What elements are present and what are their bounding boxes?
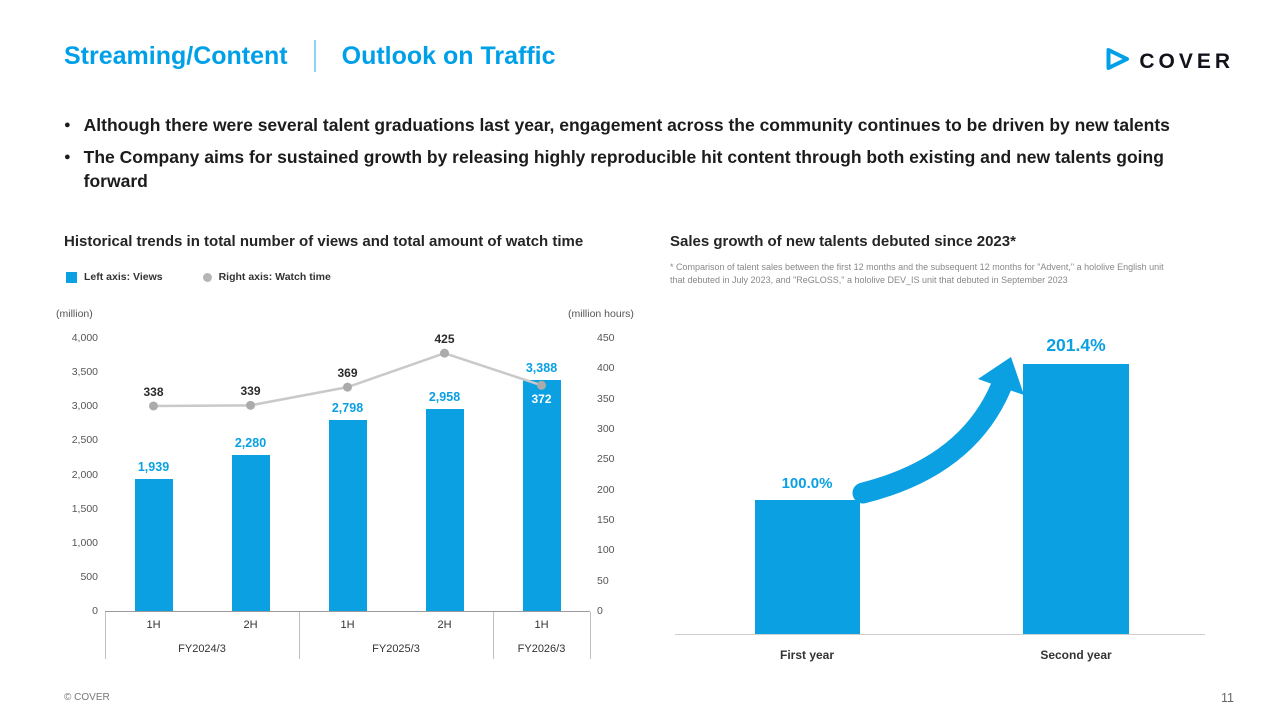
left-axis-tick: 1,500 [71, 502, 98, 515]
page-number: 11 [1221, 691, 1234, 705]
x-axis-separator [590, 612, 591, 659]
right-axis-tick: 200 [597, 483, 615, 496]
left-axis-tick: 3,500 [71, 366, 98, 379]
sales-bar [754, 500, 860, 634]
right-axis-tick: 400 [597, 362, 615, 375]
views-bar [134, 478, 173, 611]
views-chart-title: Historical trends in total number of vie… [64, 233, 584, 250]
right-axis-tick: 0 [597, 605, 603, 617]
cover-logo: COVER [1104, 46, 1234, 77]
left-axis-tick: 2,000 [71, 468, 98, 481]
views-chart-right-axis: 0 50 100 150 200 250 300 350 400 450 [597, 332, 639, 617]
left-axis-tick: 500 [80, 570, 98, 583]
left-axis-tick: 0 [92, 605, 98, 617]
sales-chart-footnote: * Comparison of talent sales between the… [670, 262, 1164, 285]
x-axis-category: 2H [243, 619, 258, 631]
views-bar [328, 420, 367, 611]
views-bar [522, 379, 561, 611]
left-axis-tick: 2,500 [71, 434, 98, 447]
sales-category-label: Second year [1040, 648, 1112, 662]
views-chart-x-axis: 1H 2H 1H 2H 1H FY2024/3 FY2025/3 FY2026/3 [105, 611, 591, 661]
right-axis-tick: 300 [597, 423, 615, 435]
bullet-item: ● The Company aims for sustained growth … [64, 146, 1220, 193]
x-axis-fiscal-year-row: FY2024/3 FY2025/3 FY2026/3 [105, 638, 590, 660]
watchtime-label: 372 [531, 392, 552, 407]
sales-chart-title: Sales growth of new talents debuted sinc… [670, 233, 1016, 250]
bullet-list: ● Although there were several talent gra… [64, 114, 1220, 202]
play-triangle-icon [1104, 46, 1130, 77]
views-chart-plot: 1,939 2,280 2,798 2,958 3,388 338 339 369 425 372 [105, 332, 590, 611]
views-chart-legend: Left axis: Views Right axis: Watch time [66, 271, 331, 283]
bullet-text: The Company aims for sustained growth by… [83, 147, 1164, 191]
views-bar-label: 2,798 [331, 401, 364, 416]
right-axis-tick: 450 [597, 332, 615, 344]
bullet-item: ● Although there were several talent gra… [64, 114, 1220, 137]
x-axis-separator [299, 612, 300, 659]
watchtime-marker-icon [202, 272, 212, 282]
page-title: Streaming/Content Outlook on Traffic [64, 40, 556, 72]
views-chart-left-axis: 0 500 1,000 1,500 2,000 2,500 3,000 3,500 4,000 [42, 332, 98, 617]
sales-bar-label: 201.4% [1046, 335, 1106, 356]
sales-bar [1023, 364, 1129, 634]
right-axis-tick: 350 [597, 392, 615, 405]
logo-text: COVER [1139, 49, 1234, 73]
views-bar-label: 1,939 [137, 459, 170, 474]
copyright-text: © COVER [64, 692, 110, 703]
legend-watchtime: Right axis: Watch time [202, 271, 331, 283]
title-divider [313, 40, 316, 72]
right-axis-tick: 100 [597, 544, 615, 557]
right-axis-tick: 250 [597, 453, 615, 466]
views-bar-label: 2,958 [428, 390, 461, 405]
x-axis-category-row: 1H 2H 1H 2H 1H [105, 612, 590, 638]
bullet-dot-icon: ● [64, 151, 71, 164]
x-axis-separator [105, 612, 106, 659]
views-swatch-icon [66, 271, 77, 283]
sales-chart-plot: 100.0% 201.4% [675, 335, 1205, 635]
x-axis-separator [493, 612, 494, 659]
x-axis-category: 1H [534, 619, 549, 631]
right-axis-tick: 50 [597, 574, 609, 587]
left-axis-unit: (million) [56, 308, 93, 320]
watchtime-label: 338 [143, 384, 164, 399]
legend-views-label: Left axis: Views [84, 271, 163, 283]
x-axis-category: 1H [146, 619, 161, 631]
left-axis-tick: 4,000 [71, 332, 98, 344]
bullet-dot-icon: ● [64, 119, 71, 131]
x-axis-fiscal-year: FY2025/3 [372, 643, 420, 655]
x-axis-fiscal-year: FY2026/3 [517, 643, 566, 655]
sales-bar-label: 100.0% [781, 475, 833, 492]
x-axis-category: 1H [340, 619, 355, 631]
watchtime-label: 339 [240, 384, 261, 399]
x-axis-fiscal-year: FY2024/3 [178, 643, 226, 655]
views-bar-label: 3,388 [525, 360, 558, 375]
legend-views: Left axis: Views [66, 271, 163, 283]
views-bar [425, 409, 464, 611]
sales-category-label: First year [779, 648, 835, 662]
legend-watchtime-label: Right axis: Watch time [218, 271, 331, 283]
x-axis-category: 2H [437, 619, 452, 631]
watchtime-label: 425 [434, 332, 455, 347]
left-axis-tick: 3,000 [71, 400, 98, 413]
bullet-text: Although there were several talent gradu… [83, 115, 1170, 135]
right-axis-tick: 150 [597, 514, 615, 526]
page-title-left: Streaming/Content [64, 41, 288, 70]
watchtime-line [149, 348, 546, 411]
views-bar-label: 2,280 [234, 436, 267, 451]
page-title-right: Outlook on Traffic [341, 41, 556, 70]
sales-chart-categories: First year Second year [675, 645, 1205, 669]
watchtime-label: 369 [337, 366, 358, 381]
views-bar [231, 455, 270, 611]
left-axis-tick: 1,000 [71, 536, 98, 549]
right-axis-unit: (million hours) [568, 308, 634, 320]
